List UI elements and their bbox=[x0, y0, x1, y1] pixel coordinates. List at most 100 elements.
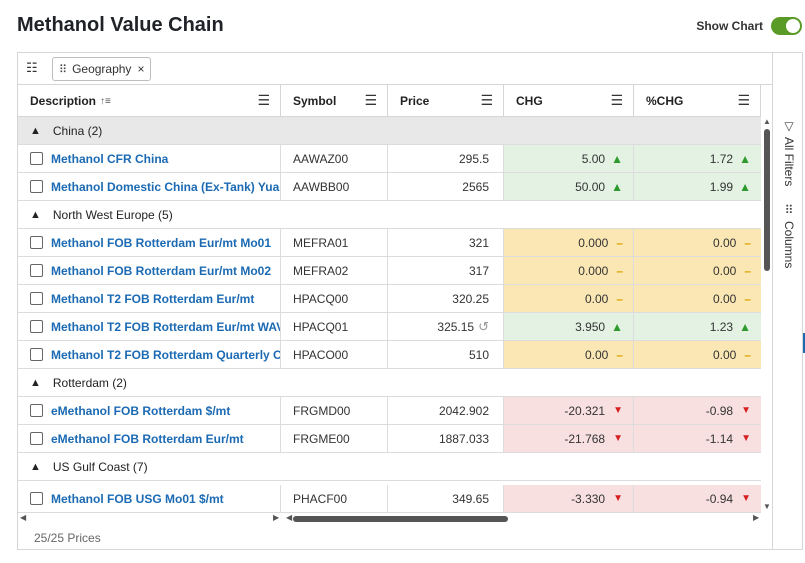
scroll-right-icon[interactable]: ▶ bbox=[273, 513, 280, 522]
sort-ascending-icon[interactable]: ↑≡ bbox=[100, 95, 111, 107]
row-checkbox[interactable] bbox=[30, 348, 43, 361]
chg-value: 50.00 bbox=[575, 179, 606, 194]
table-row[interactable]: Methanol T2 FOB Rotterdam Eur/mt HPACQ00… bbox=[18, 285, 761, 313]
side-toolbar: ▽ All Filters ⠿ Columns bbox=[772, 53, 803, 550]
price-link[interactable]: Methanol FOB USG Mo01 $/mt bbox=[51, 491, 224, 506]
cell-symbol: FRGME00 bbox=[281, 425, 388, 452]
cell-description: Methanol T2 FOB Rotterdam Eur/mt bbox=[18, 285, 281, 312]
price-value: 325.15 bbox=[437, 319, 475, 334]
dash-icon: – bbox=[744, 347, 751, 362]
table-row[interactable]: Methanol T2 FOB Rotterdam Quarterly Cont… bbox=[18, 341, 761, 369]
price-link[interactable]: eMethanol FOB Rotterdam Eur/mt bbox=[51, 431, 244, 446]
price-link[interactable]: Methanol FOB Rotterdam Eur/mt Mo02 bbox=[51, 263, 272, 278]
column-menu-icon[interactable]: ☰ bbox=[610, 92, 623, 108]
chevron-up-icon[interactable]: ▲ bbox=[30, 376, 41, 389]
chevron-up-icon[interactable]: ▲ bbox=[30, 208, 41, 221]
dash-icon: – bbox=[744, 291, 751, 306]
table-row[interactable]: eMethanol FOB Rotterdam $/mt FRGMD00 204… bbox=[18, 397, 761, 425]
vertical-scroll-thumb[interactable] bbox=[764, 129, 770, 271]
triangle-up-icon: ▲ bbox=[611, 319, 623, 334]
cell-pct-chg: 0.00– bbox=[634, 285, 761, 312]
triangle-down-icon: ▼ bbox=[613, 493, 623, 504]
close-icon[interactable]: × bbox=[137, 62, 145, 76]
pct-chg-value: 0.00 bbox=[712, 263, 737, 278]
column-menu-icon[interactable]: ☰ bbox=[364, 92, 377, 108]
cell-description: eMethanol FOB Rotterdam Eur/mt bbox=[18, 425, 281, 452]
cell-description: Methanol FOB Rotterdam Eur/mt Mo02 bbox=[18, 257, 281, 284]
cell-price: 325.15 ↺ bbox=[388, 313, 504, 340]
show-chart-toggle[interactable] bbox=[771, 17, 802, 35]
group-label: US Gulf Coast (7) bbox=[52, 459, 148, 474]
history-icon[interactable]: ↺ bbox=[478, 318, 489, 334]
group-row-north-west-europe[interactable]: ▲ North West Europe (5) bbox=[18, 201, 761, 229]
vertical-scrollbar[interactable]: ▲ ▼ bbox=[762, 117, 772, 513]
chevron-up-icon[interactable]: ▲ bbox=[30, 124, 41, 137]
row-checkbox[interactable] bbox=[30, 264, 43, 277]
column-header-chg[interactable]: CHG ☰ bbox=[504, 85, 634, 117]
horizontal-scroll-thumb[interactable] bbox=[293, 516, 508, 522]
group-label: China (2) bbox=[52, 123, 103, 138]
group-chip-geography[interactable]: ⠿ Geography × bbox=[52, 57, 152, 81]
row-checkbox[interactable] bbox=[30, 492, 43, 505]
triangle-down-icon: ▼ bbox=[613, 433, 623, 444]
price-link[interactable]: eMethanol FOB Rotterdam $/mt bbox=[51, 403, 231, 418]
cell-price: 317 bbox=[388, 257, 504, 284]
cell-description: Methanol FOB USG Mo01 $/mt bbox=[18, 485, 281, 512]
chevron-up-icon[interactable]: ▲ bbox=[30, 460, 41, 473]
table-row[interactable]: Methanol CFR China AAWAZ00 295.5 5.00 ▲ 1… bbox=[18, 145, 761, 173]
price-link[interactable]: Methanol T2 FOB Rotterdam Eur/mt bbox=[51, 291, 255, 306]
column-header-symbol[interactable]: Symbol ☰ bbox=[281, 85, 388, 117]
cell-description: eMethanol FOB Rotterdam $/mt bbox=[18, 397, 281, 424]
cell-description: Methanol T2 FOB Rotterdam Eur/mt WAVG bbox=[18, 313, 281, 340]
price-link[interactable]: Methanol CFR China bbox=[51, 151, 169, 166]
dash-icon: – bbox=[616, 347, 623, 362]
column-menu-icon[interactable]: ☰ bbox=[480, 92, 493, 108]
row-checkbox[interactable] bbox=[30, 152, 43, 165]
dash-icon: – bbox=[744, 263, 751, 278]
pct-chg-value: -0.98 bbox=[705, 403, 734, 418]
row-checkbox[interactable] bbox=[30, 292, 43, 305]
row-checkbox[interactable] bbox=[30, 180, 43, 193]
all-filters-button[interactable]: ▽ All Filters bbox=[777, 119, 801, 186]
horizontal-scrollbar[interactable]: ◀ ▶ ◀ ▶ bbox=[18, 513, 761, 525]
row-checkbox[interactable] bbox=[30, 432, 43, 445]
page-title: Methanol Value Chain bbox=[17, 14, 224, 36]
row-checkbox[interactable] bbox=[30, 404, 43, 417]
table-row[interactable]: Methanol FOB Rotterdam Eur/mt Mo01 MEFRA… bbox=[18, 229, 761, 257]
group-row-us-gulf-coast[interactable]: ▲ US Gulf Coast (7) bbox=[18, 453, 761, 481]
column-header-pct-chg[interactable]: %CHG ☰ bbox=[634, 85, 761, 117]
show-chart-control: Show Chart bbox=[696, 17, 802, 35]
price-count: 25/25 Prices bbox=[34, 530, 101, 545]
table-row[interactable]: Methanol T2 FOB Rotterdam Eur/mt WAVG HP… bbox=[18, 313, 761, 341]
price-link[interactable]: Methanol T2 FOB Rotterdam Quarterly Cont… bbox=[51, 347, 281, 362]
scroll-right-icon[interactable]: ▶ bbox=[753, 513, 760, 522]
column-header-description[interactable]: Description ↑≡ ☰ bbox=[18, 85, 281, 117]
price-link[interactable]: Methanol FOB Rotterdam Eur/mt Mo01 bbox=[51, 235, 272, 250]
scroll-left-icon[interactable]: ◀ bbox=[286, 513, 293, 522]
price-link[interactable]: Methanol Domestic China (Ex-Tank) Yuan bbox=[51, 179, 281, 194]
table-row[interactable]: eMethanol FOB Rotterdam Eur/mt FRGME00 1… bbox=[18, 425, 761, 453]
cell-pct-chg: 1.72 ▲ bbox=[634, 145, 761, 172]
price-link[interactable]: Methanol T2 FOB Rotterdam Eur/mt WAVG bbox=[51, 319, 281, 334]
cell-chg: -3.330 ▼ bbox=[504, 485, 634, 512]
chg-value: 0.00 bbox=[584, 291, 609, 306]
table-row[interactable]: Methanol FOB USG Mo01 $/mt PHACF00 349.6… bbox=[18, 485, 761, 513]
column-menu-icon[interactable]: ☰ bbox=[257, 92, 270, 108]
group-row-rotterdam[interactable]: ▲ Rotterdam (2) bbox=[18, 369, 761, 397]
group-row-china[interactable]: ▲ China (2) bbox=[18, 117, 761, 145]
scroll-left-icon[interactable]: ◀ bbox=[20, 513, 27, 522]
column-header-price[interactable]: Price ☰ bbox=[388, 85, 504, 117]
triangle-up-icon: ▲ bbox=[611, 151, 623, 166]
table-row[interactable]: Methanol FOB Rotterdam Eur/mt Mo02 MEFRA… bbox=[18, 257, 761, 285]
row-checkbox[interactable] bbox=[30, 236, 43, 249]
row-checkbox[interactable] bbox=[30, 320, 43, 333]
cell-chg: 0.00– bbox=[504, 341, 634, 368]
columns-button[interactable]: ⠿ Columns bbox=[777, 203, 801, 268]
column-menu-icon[interactable]: ☰ bbox=[737, 92, 750, 108]
table-row[interactable]: Methanol Domestic China (Ex-Tank) Yuan A… bbox=[18, 173, 761, 201]
pct-chg-value: -1.14 bbox=[705, 431, 734, 446]
scroll-up-icon[interactable]: ▲ bbox=[763, 117, 771, 126]
drag-handle-icon[interactable]: ⠿ bbox=[59, 63, 67, 76]
row-grouping-icon[interactable]: ☷ bbox=[26, 60, 38, 75]
scroll-down-icon[interactable]: ▼ bbox=[763, 502, 771, 511]
